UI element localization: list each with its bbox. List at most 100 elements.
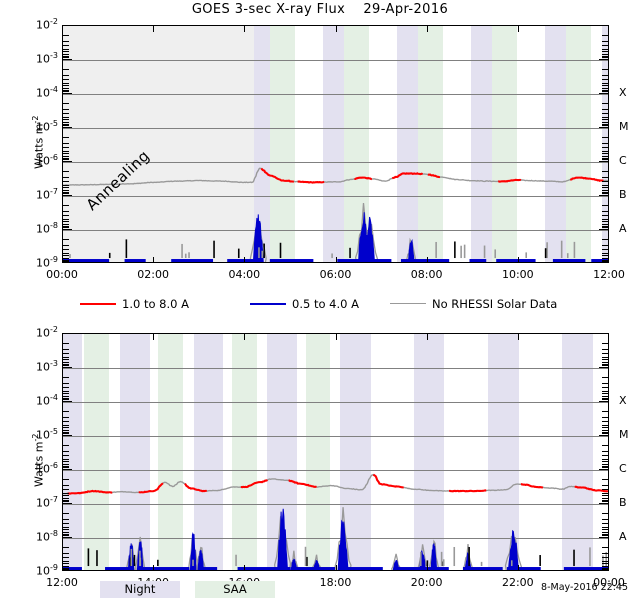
- axis-minor-tick: [63, 88, 69, 89]
- axis-minor-tick: [599, 469, 608, 470]
- axis-minor-tick: [602, 527, 608, 528]
- y-tick-label: 10-8: [36, 221, 58, 236]
- axis-minor-tick: [602, 467, 608, 468]
- axis-minor-tick: [602, 117, 608, 118]
- x-axis-tick: [336, 257, 337, 263]
- axis-minor-tick: [63, 357, 69, 358]
- x-axis-tick: [427, 257, 428, 263]
- flare-class-label: X: [619, 394, 627, 407]
- x-tick-label: 18:00: [319, 576, 352, 589]
- axis-minor-tick: [602, 227, 608, 228]
- axis-minor-tick: [63, 41, 69, 42]
- axis-minor-tick: [602, 91, 608, 92]
- y-tick-label: 10-3: [36, 51, 58, 66]
- axis-minor-tick: [63, 432, 69, 433]
- night-band: [413, 334, 445, 570]
- axis-minor-tick: [602, 417, 608, 418]
- y-tick-label: 10-7: [36, 187, 58, 202]
- axis-minor-tick: [602, 396, 608, 397]
- x-tick-label: 00:00: [46, 268, 78, 281]
- long-channel-trace: [138, 482, 164, 494]
- legend-label: No RHESSI Solar Data: [432, 296, 558, 311]
- y-tick-label: 10-5: [36, 427, 58, 442]
- axis-minor-tick: [602, 433, 608, 434]
- axis-minor-tick: [63, 333, 72, 334]
- axis-minor-tick: [602, 185, 608, 186]
- legend-item-long-channel[interactable]: 1.0 to 8.0 A: [80, 293, 189, 312]
- generation-timestamp: 8-May-2016 22:45: [541, 582, 628, 593]
- axis-minor-tick: [63, 485, 69, 486]
- axis-minor-tick: [63, 25, 72, 26]
- axis-minor-tick: [63, 192, 69, 193]
- flare-class-label: X: [619, 86, 627, 99]
- band-legend-saa[interactable]: SAA: [195, 579, 275, 598]
- axis-minor-tick: [602, 485, 608, 486]
- axis-minor-tick: [602, 566, 608, 567]
- axis-minor-tick: [63, 113, 69, 114]
- axis-minor-tick: [63, 195, 72, 196]
- axis-minor-tick: [602, 535, 608, 536]
- axis-minor-tick: [602, 427, 608, 428]
- axis-minor-tick: [63, 519, 69, 520]
- band-legend-night[interactable]: Night: [100, 579, 180, 598]
- gridline: [63, 470, 608, 471]
- annealing-region: [63, 26, 608, 262]
- axis-minor-tick: [63, 143, 69, 144]
- axis-minor-tick: [602, 156, 608, 157]
- axis-minor-tick: [602, 75, 608, 76]
- axis-minor-tick: [602, 79, 608, 80]
- axis-minor-tick: [602, 519, 608, 520]
- gridline: [63, 402, 608, 403]
- short-channel-noise: [249, 202, 417, 262]
- flare-class-label: A: [619, 530, 627, 543]
- axis-minor-tick: [63, 181, 69, 182]
- axis-minor-tick: [602, 393, 608, 394]
- legend-swatch-line: [390, 303, 426, 304]
- top-data-traces: [63, 167, 608, 262]
- axis-minor-tick: [63, 430, 69, 431]
- long-channel-trace: [260, 167, 294, 183]
- axis-minor-tick: [602, 56, 608, 57]
- axis-minor-tick: [63, 399, 69, 400]
- axis-minor-tick: [63, 532, 69, 533]
- legend-item-short-channel[interactable]: 0.5 to 4.0 A: [250, 293, 359, 312]
- axis-minor-tick: [602, 192, 608, 193]
- axis-minor-tick: [602, 493, 608, 494]
- long-channel-trace: [288, 479, 317, 488]
- legend-item-no-data[interactable]: No RHESSI Solar Data: [390, 293, 557, 312]
- y-tick-label: 10-9: [36, 255, 58, 270]
- night-band: [397, 26, 418, 262]
- axis-minor-tick: [602, 147, 608, 148]
- short-channel-trace: [127, 508, 519, 570]
- gridline: [63, 368, 608, 369]
- axis-minor-tick: [602, 181, 608, 182]
- band-legend: Night SAA: [0, 578, 640, 600]
- axis-minor-tick: [63, 119, 69, 120]
- y-tick-label: 10-4: [36, 393, 58, 408]
- axis-minor-tick: [602, 45, 608, 46]
- axis-minor-tick: [602, 113, 608, 114]
- night-band: [602, 26, 608, 262]
- axis-minor-tick: [602, 137, 608, 138]
- axis-minor-tick: [63, 527, 69, 528]
- axis-minor-tick: [602, 532, 608, 533]
- axis-minor-tick: [63, 171, 69, 172]
- axis-minor-tick: [63, 229, 72, 230]
- x-tick-label: 22:00: [501, 576, 534, 589]
- axis-minor-tick: [602, 387, 608, 388]
- axis-minor-tick: [602, 224, 608, 225]
- night-band: [322, 26, 345, 262]
- axis-minor-tick: [63, 464, 69, 465]
- axis-minor-tick: [602, 159, 608, 160]
- axis-minor-tick: [602, 357, 608, 358]
- saa-band: [231, 334, 257, 570]
- axis-minor-tick: [602, 124, 608, 125]
- x-axis-tick: [244, 257, 245, 263]
- axis-minor-tick: [63, 451, 69, 452]
- axis-minor-tick: [602, 260, 608, 261]
- gridline: [63, 128, 608, 129]
- long-channel-trace: [520, 483, 544, 489]
- axis-minor-tick: [602, 187, 608, 188]
- axis-minor-tick: [63, 258, 69, 259]
- axis-minor-tick: [602, 479, 608, 480]
